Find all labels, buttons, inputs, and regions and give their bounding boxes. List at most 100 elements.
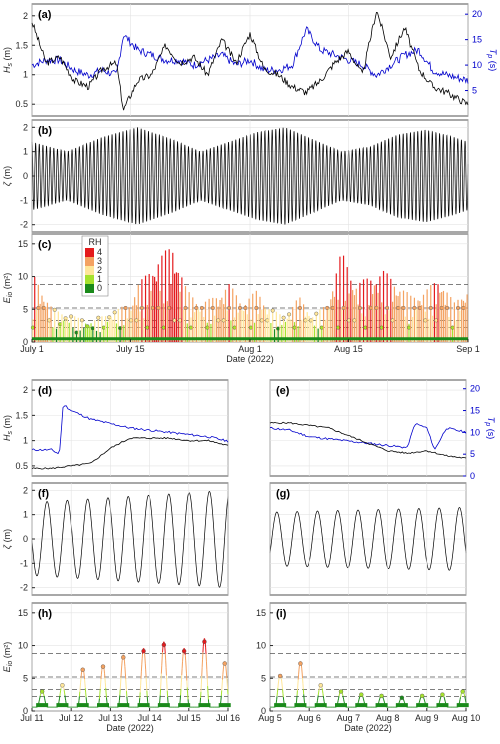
panel-h-xtick-label-4: Jul 15: [177, 713, 201, 723]
panel-i-low-marker-7: [416, 703, 429, 708]
panel-c-marker-132: [270, 308, 275, 313]
panel-i-low-marker-5: [375, 703, 388, 708]
panel-h-low-marker-9: [218, 703, 231, 708]
panel-g-label: (g): [276, 488, 290, 500]
panel-c-ytick-label-2: 10: [18, 272, 28, 282]
panel-e-y2label: Tp (s): [484, 417, 496, 439]
panel-h-low-marker-4: [117, 703, 130, 708]
panel-c-marker-138: [281, 315, 286, 320]
panel-f-ytick-label-1: -1: [20, 558, 28, 568]
panel-c-xtick-label-2: Aug 1: [238, 344, 262, 354]
panel-e-axes-box: [269, 379, 467, 477]
panel-c-marker-204: [401, 305, 406, 310]
panel-b-ylabel: ζ (m): [2, 166, 12, 186]
panel-b-ytick-label-1: -1: [20, 195, 28, 205]
panel-c-ytick-label-0: 0: [23, 337, 28, 347]
panel-a-y2label: Tp (s): [486, 49, 498, 71]
panel-c-marker-99: [210, 305, 215, 310]
panel-i-peak-marker-5: [379, 693, 384, 699]
panel-i-peak-marker-4: [359, 692, 364, 697]
panel-c-ylabel: Eio (m²): [2, 273, 14, 303]
panel-f-ytick-label-3: 1: [23, 510, 28, 520]
legend-swatch-3: [85, 257, 94, 266]
panel-d-ytick-label-3: 2: [23, 385, 28, 395]
panel-i-low-marker-4: [355, 703, 368, 708]
panel-c-marker-60: [139, 305, 144, 310]
panel-e-tp-line: [269, 423, 467, 450]
panel-f-label: (f): [38, 488, 49, 500]
panel-c-marker-234: [456, 305, 461, 310]
panel-c-marker-117: [243, 305, 248, 310]
panel-d-ytick-label-0: 0.5: [15, 461, 28, 471]
panel-c-marker-108: [227, 305, 232, 310]
panel-a: 0.5 1 1.5 2 5 10 15 20 Hs (m) Tp (s) (a): [2, 3, 498, 117]
panel-c: July 1 July 15 Aug 1 Aug 15 Sep 1 Date (2022)…: [2, 233, 480, 364]
legend-label-1: 1: [97, 274, 102, 284]
panel-h-label: (h): [38, 608, 52, 620]
panel-i-peak-marker-8: [440, 692, 445, 697]
panel-b-ytick-label-4: 2: [23, 122, 28, 132]
panel-h-ytick-label-0: 0: [23, 706, 28, 716]
panel-c-marker-93: [199, 305, 204, 310]
panel-e-ytick-r-label-2: 10: [470, 427, 480, 437]
panel-i-xtick-label-3: Aug 8: [376, 713, 400, 723]
panel-h-xtick-label-3: Jul 14: [138, 713, 162, 723]
panel-h-peak-marker-3: [100, 664, 106, 669]
panel-c-marker-21: [69, 314, 74, 319]
panel-h-peak-marker-8: [202, 639, 207, 644]
legend-title: RH: [89, 237, 102, 247]
legend-swatch-0: [85, 284, 94, 293]
panel-c-ytick-label-3: 15: [18, 239, 28, 249]
panel-c-marker-147: [297, 305, 302, 310]
panel-a-hs-line: [31, 12, 469, 111]
panel-a-ylabel: Hs (m): [2, 47, 14, 73]
panel-f-tide-line: [31, 491, 229, 588]
panel-e-ytick-r-label-0: 0: [470, 471, 475, 481]
panel-h-xtick-label-2: Jul 13: [98, 713, 122, 723]
panel-b-ytick-label-0: -2: [20, 220, 28, 230]
panel-i-ytick-label-1: 5: [261, 673, 266, 683]
panel-i-peak-marker-0: [277, 673, 283, 679]
panel-h-low-marker-2: [76, 703, 89, 708]
panel-a-tp-line: [31, 26, 469, 84]
panel-i-peak-marker-6: [399, 695, 405, 700]
panel-i: Aug 5 Aug 6 Aug 7 Aug 8 Aug 9 Aug 10 Date (202…: [256, 602, 480, 733]
panel-h: Jul 11 Jul 12 Jul 13 Jul 14 Jul 15 Jul 16 Date…: [2, 602, 240, 733]
panel-i-label: (i): [276, 608, 287, 620]
panel-c-marker-45: [112, 310, 117, 315]
panel-i-xtick-label-4: Aug 9: [415, 713, 439, 723]
panel-f-ytick-label-2: 0: [23, 534, 28, 544]
panel-h-low-marker-7: [178, 703, 191, 708]
panel-c-xlabel: Date (2022): [226, 354, 274, 364]
panel-i-ytick-label-2: 10: [256, 641, 266, 651]
panel-i-low-marker-0: [274, 703, 287, 708]
panel-c-marker-123: [254, 305, 259, 310]
panel-c-ytick-label-1: 5: [23, 304, 28, 314]
panel-c-marker-90: [194, 305, 199, 310]
panel-c-marker-36: [96, 315, 101, 320]
panel-c-xtick-label-4: Sep 1: [456, 344, 480, 354]
panel-c-marker-162: [325, 305, 330, 310]
panel-h-xtick-label-0: Jul 11: [20, 713, 43, 723]
panel-i-xlabel: Date (2022): [344, 723, 392, 733]
panel-h-ylabel: Eio (m²): [2, 642, 14, 672]
panel-b: -2 -1 0 1 2 ζ (m) (b): [2, 119, 469, 233]
panel-c-marker-12: [52, 307, 57, 312]
panel-d-hs-line: [31, 436, 229, 470]
panel-h-axes-box: [31, 602, 229, 712]
panel-c-marker-156: [314, 311, 319, 316]
panel-c-marker-30: [85, 324, 90, 329]
panel-i-xtick-label-2: Aug 7: [337, 713, 361, 723]
panel-a-ytick-label-2: 1.5: [15, 40, 28, 50]
panel-i-xtick-label-0: Aug 5: [258, 713, 282, 723]
panel-a-ytick-r-label-2: 15: [472, 35, 482, 45]
panel-i-low-marker-9: [456, 703, 469, 708]
panel-h-xtick-label-1: Jul 12: [59, 713, 83, 723]
panel-h-low-marker-0: [36, 703, 49, 708]
panel-d-ytick-label-2: 1.5: [15, 410, 28, 420]
panel-h-peak-marker-7: [181, 648, 187, 654]
panel-i-peak-marker-7: [419, 693, 425, 699]
panel-e-ytick-r-label-4: 20: [470, 384, 480, 394]
panel-e-label: (e): [276, 385, 290, 397]
